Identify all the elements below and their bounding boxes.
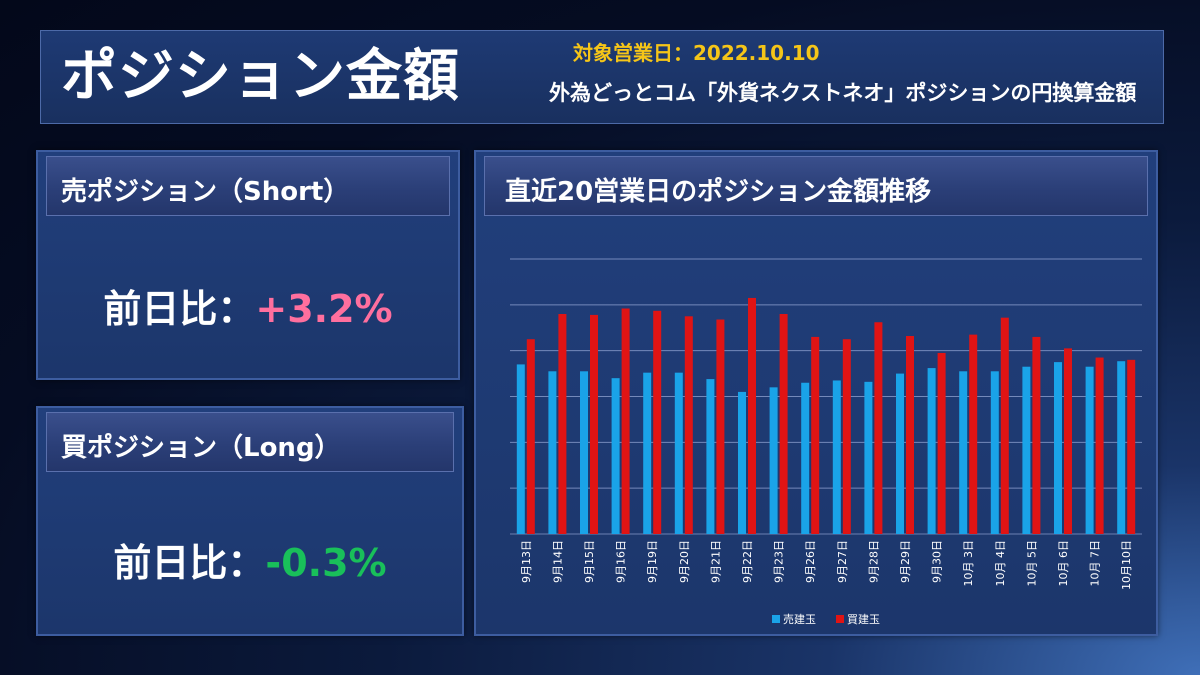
x-tick-label: 9月13日 <box>520 540 533 583</box>
short-bar <box>1117 361 1126 534</box>
x-tick-label: 9月29日 <box>899 540 912 583</box>
chart-panel-title: 直近20営業日のポジション金額推移 <box>505 177 932 207</box>
long-change-value: -0.3% <box>265 541 387 585</box>
long-bar <box>526 339 535 534</box>
x-tick-label: 10月 6日 <box>1057 540 1070 587</box>
short-bar <box>706 379 715 534</box>
short-panel-header: 売ポジション（Short） <box>46 156 450 216</box>
x-tick-label: 9月14日 <box>551 540 564 583</box>
x-tick-label: 9月16日 <box>615 540 628 583</box>
long-bar <box>969 334 978 534</box>
legend-label-short: 売建玉 <box>783 612 816 626</box>
short-change-value: +3.2% <box>255 287 393 331</box>
x-tick-label: 9月28日 <box>867 540 880 583</box>
short-bar <box>864 381 873 534</box>
long-bar <box>874 322 883 534</box>
short-bar <box>990 371 999 534</box>
short-position-panel: 売ポジション（Short） 前日比：+3.2% <box>36 150 460 380</box>
short-bar <box>1085 366 1094 534</box>
long-bar <box>1000 317 1009 534</box>
target-date: 対象営業日：2022.10.10 <box>573 41 820 65</box>
short-bar <box>959 371 968 534</box>
short-bar <box>927 368 936 534</box>
long-bar <box>590 314 598 534</box>
page-subtitle: 外為どっとコム「外貨ネクストネオ」ポジションの円換算金額 <box>549 81 1137 105</box>
short-bar <box>611 378 620 534</box>
short-bar <box>896 373 904 534</box>
long-bar <box>779 314 788 534</box>
x-tick-label: 9月23日 <box>773 540 786 583</box>
long-bar <box>1095 357 1104 534</box>
long-bar <box>653 310 662 534</box>
short-bar <box>674 372 683 534</box>
short-change-row: 前日比：+3.2% <box>38 278 458 333</box>
long-bar <box>1064 348 1072 534</box>
short-bar <box>769 387 778 534</box>
long-bar <box>684 316 693 534</box>
x-tick-label: 9月15日 <box>583 540 596 583</box>
x-tick-label: 9月21日 <box>709 540 722 583</box>
chart-panel: 直近20営業日のポジション金額推移 9月13日 9月14日 9月15日 9月16日 9月… <box>474 150 1158 636</box>
long-bar <box>1127 359 1136 534</box>
x-tick-label: 10月 4日 <box>994 540 1007 587</box>
x-tick-label: 9月22日 <box>741 540 754 583</box>
long-change-label: 前日比： <box>113 541 266 585</box>
legend-label-long: 買建玉 <box>847 612 880 626</box>
x-tick-label: 9月30日 <box>931 540 944 583</box>
legend-swatch-long <box>836 615 844 623</box>
long-bar <box>842 339 851 534</box>
short-bar <box>738 391 746 534</box>
short-bar <box>548 371 557 534</box>
long-bar <box>558 314 567 534</box>
x-tick-label: 9月26日 <box>804 540 817 583</box>
x-tick-label: 10月10日 <box>1120 540 1133 590</box>
chart-panel-header: 直近20営業日のポジション金額推移 <box>484 156 1148 216</box>
short-bar <box>516 364 525 534</box>
page-title: ポジション金額 <box>61 44 460 109</box>
x-tick-label: 9月27日 <box>836 540 849 583</box>
long-bar <box>1032 336 1041 534</box>
short-change-label: 前日比： <box>103 287 256 331</box>
x-tick-label: 9月19日 <box>646 540 659 583</box>
long-panel-title: 買ポジション（Long） <box>61 433 341 463</box>
short-bar <box>801 382 810 534</box>
short-bar <box>1054 362 1062 534</box>
long-bar <box>621 308 630 534</box>
long-bar <box>811 336 820 534</box>
short-bar <box>832 380 841 534</box>
long-panel-header: 買ポジション（Long） <box>46 412 454 472</box>
title-bar: ポジション金額 対象営業日：2022.10.10 外為どっとコム「外貨ネクストネ… <box>40 30 1164 124</box>
legend-swatch-short <box>772 615 780 623</box>
short-bar <box>1022 366 1031 534</box>
long-bar <box>906 336 914 534</box>
x-tick-label: 10月 5日 <box>1025 540 1038 587</box>
short-bar <box>643 372 652 534</box>
x-tick-label: 10月 3日 <box>962 540 975 587</box>
long-position-panel: 買ポジション（Long） 前日比：-0.3% <box>36 406 464 636</box>
position-bar-chart: 9月13日 9月14日 9月15日 9月16日 9月19日 9月20日 9月21日 9月22日… <box>510 258 1142 626</box>
short-bar <box>580 371 588 534</box>
x-tick-label: 10月 7日 <box>1089 540 1102 587</box>
long-bar <box>748 297 756 534</box>
long-change-row: 前日比：-0.3% <box>38 532 462 587</box>
x-tick-label: 9月20日 <box>678 540 691 583</box>
long-bar <box>937 352 946 534</box>
long-bar <box>716 319 725 534</box>
short-panel-title: 売ポジション（Short） <box>61 177 350 207</box>
